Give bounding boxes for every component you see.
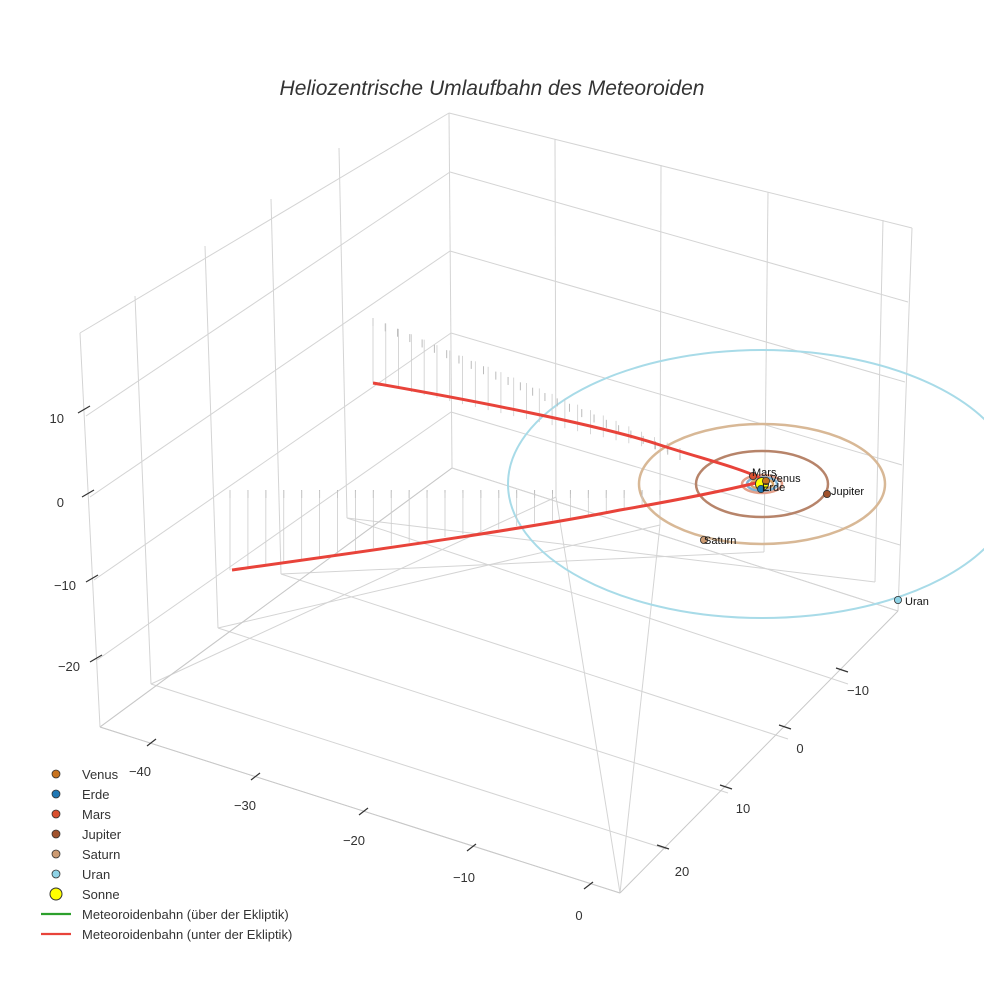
z-tick-label: 0 — [57, 495, 64, 510]
legend-marker — [51, 869, 61, 879]
legend-marker — [51, 769, 61, 779]
orbit-saturn — [637, 422, 887, 546]
planet-marker-venus — [762, 476, 771, 485]
z-tick-label: −10 — [54, 578, 76, 593]
legend-item[interactable]: Meteoroidenbahn (unter der Ekliptik) — [41, 927, 292, 942]
planet-marker-erde — [757, 484, 766, 493]
legend-item[interactable]: Saturn — [51, 847, 120, 862]
legend-item[interactable]: Venus — [51, 767, 119, 782]
legend-label: Saturn — [82, 847, 120, 862]
axes-box — [79, 112, 913, 894]
chart-title: Heliozentrische Umlaufbahn des Meteoroid… — [280, 77, 705, 100]
planet-label-venus: Venus — [770, 473, 801, 485]
y-tick-label: 10 — [736, 801, 750, 816]
orbit-mars — [740, 473, 784, 495]
track-segment-upper — [372, 381, 761, 480]
legend-marker — [51, 849, 61, 859]
x-tick-label: −10 — [453, 870, 475, 885]
x-axis-ticks: −40 −30 −20 −10 0 — [129, 764, 583, 923]
planet-marker-jupiter — [823, 489, 832, 498]
y-axis-ticks: −10 0 10 20 — [675, 683, 869, 879]
z-axis-ticks: 10 0 −10 −20 — [50, 411, 80, 674]
planet-label-saturn: Saturn — [704, 535, 736, 547]
legend-marker — [51, 829, 61, 839]
y-tick-label: 20 — [675, 864, 689, 879]
x-tick-label: −20 — [343, 833, 365, 848]
planet-label-mars: Mars — [752, 467, 777, 479]
legend-marker — [49, 887, 63, 901]
legend-label: Erde — [82, 787, 109, 802]
track-segment-lower — [231, 480, 761, 572]
orbit-jupiter — [694, 449, 830, 519]
y-tick-label: 0 — [796, 741, 803, 756]
legend-label: Meteoroidenbahn (über der Ekliptik) — [82, 907, 289, 922]
z-tick-label: −20 — [58, 659, 80, 674]
x-tick-label: −40 — [129, 764, 151, 779]
legend-item[interactable]: Mars — [51, 807, 111, 822]
planet-marker-saturn — [700, 536, 709, 545]
legend-label: Sonne — [82, 887, 120, 902]
planet-label-jupiter: Jupiter — [831, 486, 864, 498]
legend-marker — [51, 789, 61, 799]
legend-item[interactable]: Erde — [51, 787, 109, 802]
legend-item[interactable]: Meteoroidenbahn (über der Ekliptik) — [41, 907, 289, 922]
legend-marker — [51, 809, 61, 819]
x-tick-label: 0 — [575, 908, 582, 923]
legend-label: Mars — [82, 807, 111, 822]
planet-orbits — [507, 349, 984, 619]
planet-label-uran: Uran — [905, 596, 929, 608]
legend-label: Jupiter — [82, 827, 122, 842]
legend: Venus Erde Mars Jupiter Saturn Uran Sonne Meteo… — [41, 767, 292, 942]
legend-item[interactable]: Sonne — [49, 887, 120, 902]
legend-label: Meteoroidenbahn (unter der Ekliptik) — [82, 927, 292, 942]
drop-lines — [229, 318, 681, 571]
legend-label: Uran — [82, 867, 110, 882]
x-tick-label: −30 — [234, 798, 256, 813]
legend-item[interactable]: Uran — [51, 867, 110, 882]
meteoroid-track — [231, 381, 761, 572]
legend-item[interactable]: Jupiter — [51, 827, 122, 842]
y-tick-label: −10 — [847, 683, 869, 698]
planet-marker-mars — [749, 471, 758, 480]
orbit-uran — [507, 349, 984, 619]
planet-marker-uran — [894, 596, 903, 605]
planet-label-erde: Erde — [762, 482, 785, 494]
legend-label: Venus — [82, 767, 119, 782]
z-tick-label: 10 — [50, 411, 64, 426]
axis-tick-marks — [77, 405, 849, 890]
